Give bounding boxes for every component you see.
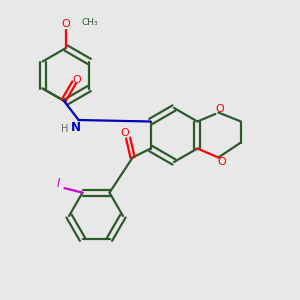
Text: O: O bbox=[61, 19, 70, 29]
Text: O: O bbox=[73, 74, 82, 85]
Text: O: O bbox=[217, 157, 226, 167]
Text: N: N bbox=[70, 121, 81, 134]
Text: I: I bbox=[57, 177, 60, 190]
Text: CH₃: CH₃ bbox=[81, 18, 98, 27]
Text: H: H bbox=[61, 124, 69, 134]
Text: O: O bbox=[215, 104, 224, 115]
Text: O: O bbox=[121, 128, 130, 139]
